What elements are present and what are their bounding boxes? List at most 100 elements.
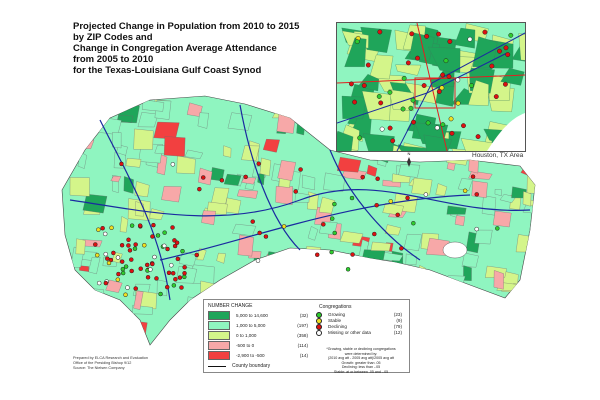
congregation-marker — [129, 223, 135, 228]
congregation-marker — [405, 195, 410, 201]
zip-area — [96, 310, 110, 322]
inset-label: Houston, TX Area — [472, 152, 524, 159]
zip-area — [473, 303, 491, 317]
zip-area — [446, 205, 467, 215]
congregation-key: Declining (79) — [316, 323, 402, 330]
highway — [239, 104, 301, 251]
congregation-marker — [103, 280, 109, 286]
credit-line: Source: The Nielsen Company — [73, 366, 125, 370]
congregation-marker — [332, 201, 337, 207]
congregation-marker — [475, 134, 481, 140]
zip-area — [336, 157, 362, 173]
congregation-marker — [388, 199, 393, 204]
highway — [416, 23, 448, 151]
congregation-marker — [411, 119, 416, 125]
zip-area — [110, 175, 122, 183]
congregation-marker — [439, 85, 445, 91]
swatch — [208, 320, 230, 330]
compass-icon — [407, 157, 411, 167]
zip-area — [534, 312, 535, 326]
congregation-marker — [158, 291, 163, 297]
zip-area — [293, 114, 305, 122]
congregation-marker — [321, 222, 326, 227]
zip-area — [457, 178, 473, 191]
zip-area — [72, 136, 95, 149]
congregation-marker — [201, 175, 206, 180]
congregation-marker — [263, 234, 269, 239]
congregation-marker — [447, 39, 453, 44]
zip-area — [216, 252, 226, 264]
count: (14) — [299, 352, 308, 358]
congregation-marker — [166, 270, 172, 276]
legend-class: 5,000 to 14,600 (32) — [208, 310, 308, 320]
zip-area — [341, 95, 367, 120]
note-line: (2010 avg att - 2005 avg att)/2005 avg a… — [328, 356, 394, 361]
congregation-marker — [408, 105, 414, 111]
congregation-marker — [172, 243, 178, 249]
congregation-key: Growing (23) — [316, 311, 402, 318]
congregation-marker — [387, 89, 393, 95]
note-line: Growth: greater than .05 — [341, 360, 381, 365]
zip-area — [259, 157, 272, 177]
congregation-marker — [115, 277, 121, 282]
lake — [442, 241, 468, 259]
zip-area — [241, 145, 260, 162]
zip-area — [329, 260, 342, 275]
county-boundary-key: County boundary — [208, 363, 270, 369]
congregation-marker — [93, 242, 98, 247]
credit-line: Office of the Presiding Bishop 9/12 — [73, 361, 132, 365]
highway — [396, 32, 525, 151]
zip-area — [522, 191, 532, 207]
congregation-marker — [174, 240, 180, 245]
congregation-key: Stable (9) — [316, 317, 402, 324]
congregation-marker — [376, 94, 382, 99]
note-line: *Growing, stable or declining congregati… — [326, 347, 396, 351]
zip-area — [120, 330, 139, 345]
legend-class: 1,000 to 5,000 (197) — [208, 320, 308, 330]
zip-area — [444, 275, 466, 288]
zip-area — [438, 291, 451, 301]
congregation-marker — [372, 231, 377, 237]
congregation-marker — [469, 83, 475, 88]
growing-dot-icon — [316, 311, 322, 318]
legend-title: NUMBER CHANGE — [208, 303, 253, 309]
zip-area — [288, 101, 303, 116]
congregation-marker — [127, 248, 133, 253]
congregation-marker — [497, 48, 502, 54]
congregation-marker — [415, 55, 420, 61]
range: -2,900 to -500 — [236, 352, 265, 358]
zip-area — [435, 183, 448, 196]
legend-class: 0 to 1,000 (358) — [208, 330, 308, 340]
congregation-marker — [150, 234, 155, 239]
congregation-marker — [349, 195, 355, 201]
congregation-marker — [461, 123, 466, 129]
congregation-marker — [467, 36, 473, 42]
congregation-marker — [142, 243, 147, 248]
zip-area — [345, 255, 359, 268]
zip-area — [403, 233, 422, 251]
zip-area — [323, 172, 346, 192]
swatch — [208, 310, 230, 320]
count: (23) — [393, 312, 402, 317]
congregation-marker — [116, 271, 121, 277]
zip-area — [296, 106, 311, 121]
zip-area — [454, 215, 466, 226]
congregation-marker — [455, 100, 461, 106]
congregation-marker — [133, 242, 138, 247]
zip-area — [62, 282, 70, 289]
congregation-marker — [390, 138, 396, 144]
zip-area — [447, 345, 469, 358]
congregation-marker — [102, 231, 108, 237]
zip-area — [467, 80, 489, 106]
note-line: were determined by: — [344, 351, 378, 356]
zip-area — [430, 290, 454, 313]
congregation-marker — [96, 227, 101, 232]
zip-area — [360, 249, 386, 267]
congregation-marker — [255, 258, 261, 263]
highway — [159, 194, 471, 261]
zip-area — [133, 128, 154, 150]
zip-area — [408, 320, 421, 336]
zip-area — [307, 226, 319, 241]
zip-area — [396, 145, 432, 151]
zip-area — [482, 315, 506, 334]
